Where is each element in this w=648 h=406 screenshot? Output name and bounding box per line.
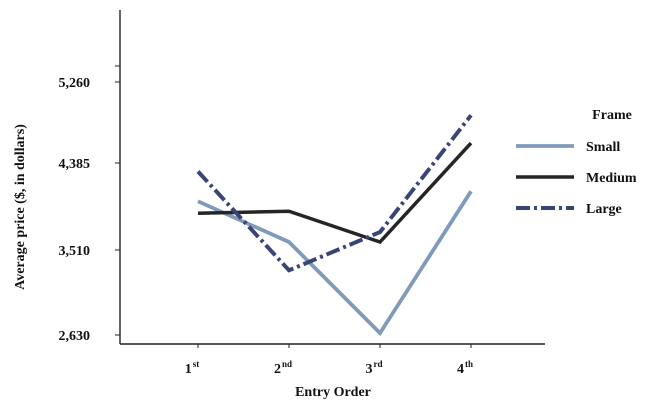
- legend-title: Frame: [592, 108, 632, 123]
- x-ticks: 1st 2nd 3rd 4th: [185, 344, 473, 377]
- series-line-medium: [197, 141, 473, 245]
- x-tick-label: 3rd: [366, 359, 383, 377]
- x-axis-title: Entry Order: [295, 385, 371, 400]
- legend-items: Small Medium Large: [516, 140, 637, 217]
- x-tick-label: 4th: [457, 359, 473, 377]
- x-tick-label: 1st: [185, 359, 200, 377]
- legend-label-medium: Medium: [586, 171, 637, 186]
- axes: [119, 10, 545, 345]
- y-tick-label: 3,510: [59, 244, 91, 259]
- series-line-large: [196, 114, 473, 273]
- y-tick-label: 5,260: [59, 76, 91, 91]
- legend-label-large: Large: [586, 202, 622, 217]
- legend: Frame Small Medium Large: [516, 108, 637, 217]
- y-tick-label: 4,385: [59, 157, 91, 172]
- y-tick-label: 2,630: [59, 329, 91, 344]
- x-tick-label: 2nd: [274, 359, 292, 377]
- series-layer: [196, 114, 473, 337]
- y-ticks: 2,630 3,510 4,385 5,260: [59, 65, 120, 344]
- legend-label-small: Small: [586, 140, 620, 155]
- y-axis-title: Average price ($, in dollars): [13, 124, 28, 290]
- series-line-small: [197, 190, 473, 337]
